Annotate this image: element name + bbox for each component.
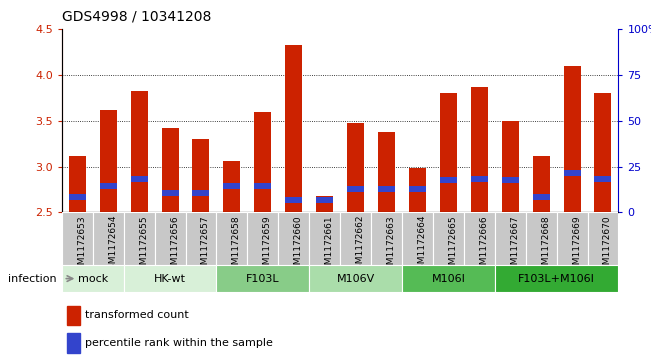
Text: GSM1172667: GSM1172667 bbox=[510, 215, 519, 276]
Bar bbox=[124, 212, 154, 265]
Text: GSM1172654: GSM1172654 bbox=[108, 215, 117, 276]
Bar bbox=[347, 123, 364, 212]
Bar bbox=[161, 128, 178, 212]
Text: transformed count: transformed count bbox=[85, 310, 189, 321]
Text: GSM1172655: GSM1172655 bbox=[139, 215, 148, 276]
Bar bbox=[100, 110, 117, 212]
Bar bbox=[464, 212, 495, 265]
Bar bbox=[340, 212, 371, 265]
Text: infection: infection bbox=[8, 274, 57, 284]
Text: GSM1172664: GSM1172664 bbox=[417, 215, 426, 276]
Bar bbox=[378, 186, 395, 192]
Bar bbox=[247, 212, 278, 265]
Bar bbox=[564, 170, 581, 176]
Bar bbox=[371, 212, 402, 265]
Bar bbox=[402, 212, 433, 265]
Bar bbox=[223, 161, 240, 212]
Text: GSM1172661: GSM1172661 bbox=[325, 215, 334, 276]
Text: GSM1172656: GSM1172656 bbox=[170, 215, 179, 276]
Text: percentile rank within the sample: percentile rank within the sample bbox=[85, 338, 273, 348]
Bar bbox=[495, 212, 525, 265]
Text: GSM1172658: GSM1172658 bbox=[232, 215, 241, 276]
Bar bbox=[495, 265, 618, 292]
Bar bbox=[68, 333, 79, 353]
Bar bbox=[502, 177, 519, 183]
Bar bbox=[433, 212, 464, 265]
Text: GDS4998 / 10341208: GDS4998 / 10341208 bbox=[62, 9, 211, 23]
Bar bbox=[216, 212, 247, 265]
Bar bbox=[316, 197, 333, 203]
Text: GSM1172662: GSM1172662 bbox=[355, 215, 365, 276]
Text: F103L+M106I: F103L+M106I bbox=[518, 274, 595, 284]
Bar bbox=[186, 212, 216, 265]
Bar bbox=[525, 212, 557, 265]
Bar bbox=[124, 265, 216, 292]
Bar bbox=[193, 190, 210, 196]
Bar bbox=[69, 195, 86, 200]
Bar bbox=[409, 186, 426, 192]
Bar bbox=[223, 183, 240, 189]
Bar bbox=[62, 212, 92, 265]
Text: GSM1172653: GSM1172653 bbox=[77, 215, 87, 276]
Bar bbox=[471, 176, 488, 182]
Bar bbox=[309, 265, 402, 292]
Bar bbox=[402, 265, 495, 292]
Bar bbox=[533, 195, 549, 200]
Bar bbox=[92, 212, 124, 265]
Text: GSM1172659: GSM1172659 bbox=[263, 215, 272, 276]
Bar bbox=[533, 155, 549, 212]
Text: GSM1172669: GSM1172669 bbox=[572, 215, 581, 276]
Bar bbox=[131, 176, 148, 182]
Bar bbox=[502, 121, 519, 212]
Bar bbox=[316, 196, 333, 212]
Text: GSM1172657: GSM1172657 bbox=[201, 215, 210, 276]
Text: F103L: F103L bbox=[246, 274, 280, 284]
Bar bbox=[347, 186, 364, 192]
Bar bbox=[255, 183, 271, 189]
Bar bbox=[594, 176, 611, 182]
Bar bbox=[255, 111, 271, 212]
Text: GSM1172665: GSM1172665 bbox=[449, 215, 458, 276]
Bar bbox=[131, 91, 148, 212]
Text: GSM1172663: GSM1172663 bbox=[387, 215, 396, 276]
Bar bbox=[594, 93, 611, 212]
Bar bbox=[285, 197, 302, 203]
Text: GSM1172666: GSM1172666 bbox=[479, 215, 488, 276]
Text: GSM1172670: GSM1172670 bbox=[603, 215, 612, 276]
Bar bbox=[154, 212, 186, 265]
Bar bbox=[278, 212, 309, 265]
Bar bbox=[100, 183, 117, 189]
Bar bbox=[161, 190, 178, 196]
Bar bbox=[193, 139, 210, 212]
Bar bbox=[216, 265, 309, 292]
Text: mock: mock bbox=[77, 274, 108, 284]
Text: GSM1172668: GSM1172668 bbox=[541, 215, 550, 276]
Bar bbox=[587, 212, 618, 265]
Bar bbox=[62, 265, 124, 292]
Text: HK-wt: HK-wt bbox=[154, 274, 186, 284]
Bar bbox=[440, 93, 457, 212]
Bar bbox=[69, 155, 86, 212]
Text: M106I: M106I bbox=[432, 274, 465, 284]
Bar bbox=[440, 177, 457, 183]
Bar bbox=[285, 45, 302, 212]
Bar bbox=[68, 306, 79, 325]
Bar bbox=[378, 132, 395, 212]
Text: M106V: M106V bbox=[337, 274, 375, 284]
Text: GSM1172660: GSM1172660 bbox=[294, 215, 303, 276]
Bar bbox=[557, 212, 587, 265]
Bar bbox=[471, 87, 488, 212]
Bar bbox=[564, 66, 581, 212]
Bar bbox=[309, 212, 340, 265]
Bar bbox=[409, 168, 426, 212]
